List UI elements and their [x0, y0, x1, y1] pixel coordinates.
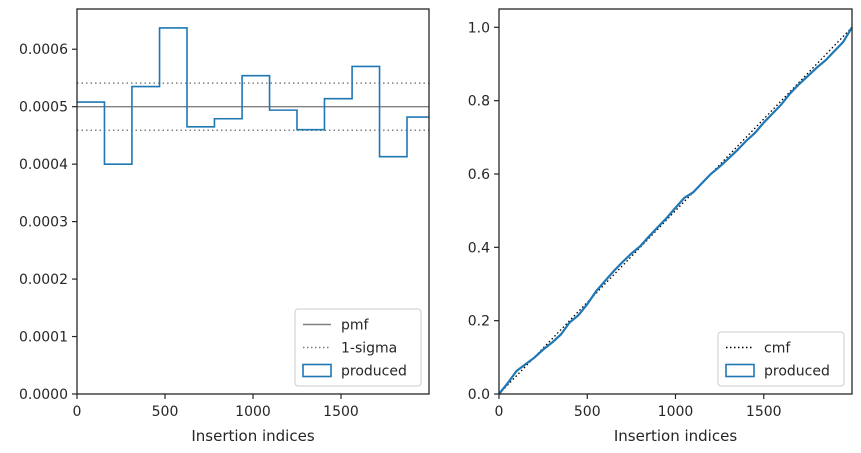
y-tick-label: 0.6	[468, 167, 490, 183]
x-tick-label: 1500	[746, 404, 782, 420]
right-legend: cmf produced	[717, 331, 845, 387]
y-tick-label: 0.0003	[19, 215, 68, 231]
left-y-ticks: 0.0000 0.0001 0.0002 0.0003 0.0004 0.0005 0.00…	[19, 42, 77, 403]
x-tick-label: 500	[574, 404, 601, 420]
legend-label-produced: produced	[764, 364, 830, 380]
produced-cumulative-line	[498, 26, 853, 395]
y-tick-label: 0.0000	[19, 387, 68, 403]
legend-label-cmf: cmf	[764, 341, 791, 357]
y-tick-label: 0.4	[468, 240, 490, 256]
left-legend: pmf 1-sigma produced	[294, 308, 422, 387]
histogram-panel: 0 500 1000 1500 0.00000.00010.00020.00030.0…	[19, 8, 430, 445]
left-x-ticks: 0 500 1000 1500	[73, 394, 359, 420]
legend-label-produced: produced	[341, 364, 407, 380]
right-x-ticks: 0 500 1000 1500	[495, 394, 782, 420]
x-tick-label: 0	[495, 404, 504, 420]
right-y-ticks: 0.0 0.2 0.4 0.6 0.8 1.0	[468, 20, 499, 403]
x-tick-label: 0	[73, 404, 82, 420]
reference-lines	[77, 82, 429, 131]
legend-box	[717, 331, 845, 387]
right-x-axis-label: Insertion indices	[614, 427, 737, 445]
x-tick-label: 1500	[323, 404, 359, 420]
y-tick-label: 0.0002	[19, 272, 68, 288]
x-tick-label: 500	[152, 404, 179, 420]
y-tick-label: 0.0005	[19, 100, 68, 116]
y-tick-label: 0.0006	[19, 42, 68, 58]
produced-histogram-step	[77, 27, 429, 165]
left-x-axis-label: Insertion indices	[191, 427, 314, 445]
y-tick-label: 0.2	[468, 314, 490, 330]
legend-box	[294, 308, 422, 387]
x-tick-label: 1000	[658, 404, 694, 420]
legend-handle-produced	[302, 363, 332, 378]
x-tick-label: 1000	[235, 404, 271, 420]
y-tick-label: 0.0001	[19, 330, 68, 346]
y-tick-label: 1.0	[468, 20, 490, 36]
legend-label-pmf: pmf	[341, 318, 370, 334]
cmf-line	[498, 26, 853, 395]
y-tick-label: 0.0	[468, 387, 490, 403]
y-tick-label: 0.0004	[19, 157, 68, 173]
y-tick-label: 0.8	[468, 94, 490, 110]
legend-label-1-sigma: 1-sigma	[341, 341, 397, 357]
cumulative-panel: 0 500 1000 1500 0.0 0.2 0.4 0.6 0.8 1.0 Insertio…	[468, 8, 853, 445]
legend-handle-produced	[725, 363, 755, 378]
